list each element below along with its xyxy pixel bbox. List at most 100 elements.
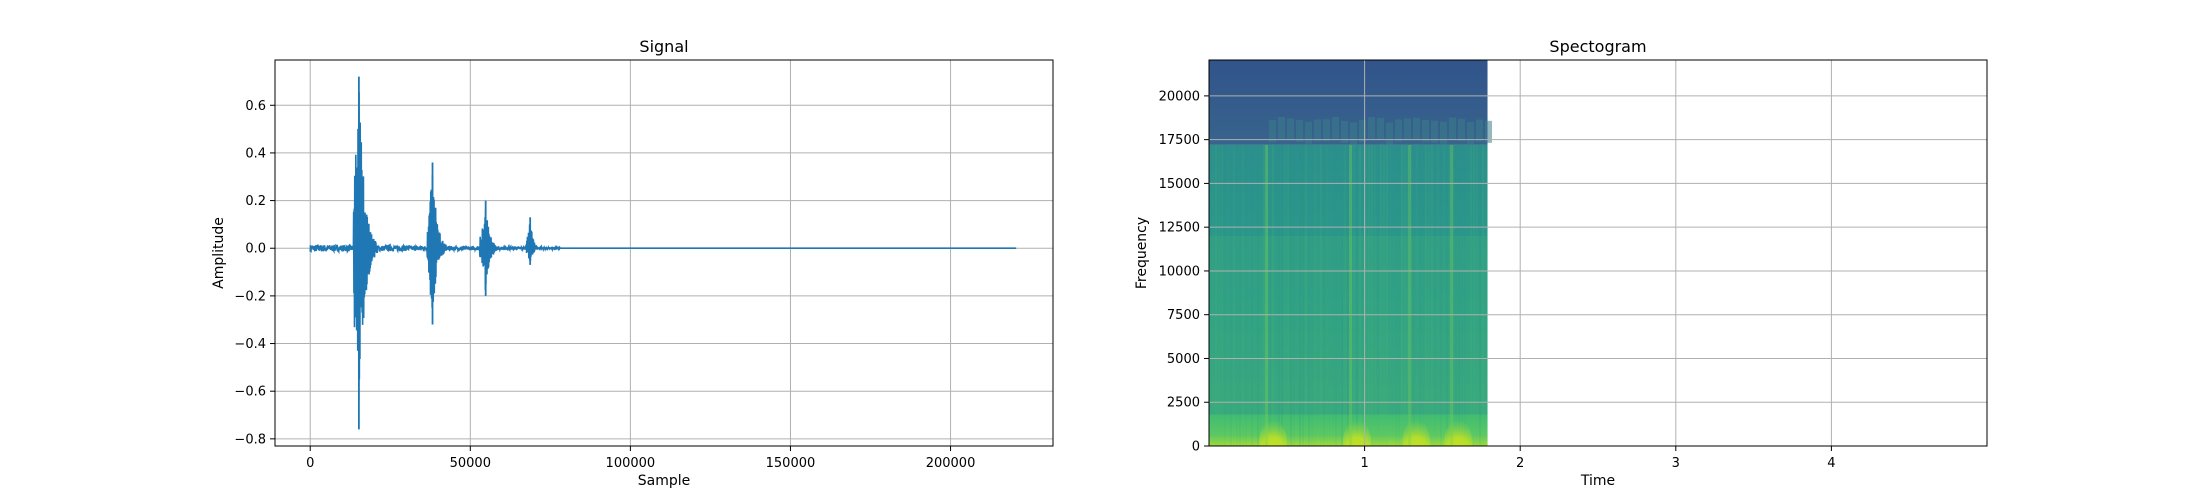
signal-x-ticks: 0 50000 100000 150000 200000 [306, 446, 975, 471]
spectrogram-texture-column [1287, 144, 1289, 446]
spectrogram-texture-column [1434, 145, 1436, 446]
spectrogram-texture-column [1218, 144, 1220, 446]
signal-plot-background [275, 60, 1053, 446]
spectrogram-y-tick-label: 2500 [1167, 396, 1200, 411]
spectrogram-x-tick-label: 3 [1672, 456, 1680, 471]
spectrogram-texture-column [1347, 144, 1349, 446]
spectrogram-axes-frame [1208, 59, 1988, 447]
spectrogram-onset-column [1265, 144, 1269, 446]
spectrogram-texture-column [1326, 144, 1328, 446]
spectrogram-x-tick-label: 2 [1516, 456, 1524, 471]
spectrogram-texture-column [1449, 144, 1451, 446]
spectrogram-texture-column [1227, 145, 1229, 446]
spectrogram-cutoff-texture [1485, 120, 1492, 143]
spectrogram-texture-column [1338, 145, 1340, 446]
spectrogram-x-tick-label: 4 [1827, 456, 1835, 471]
signal-y-axis-label: Amplitude [211, 217, 227, 289]
spectrogram-onset-spot [1343, 420, 1372, 446]
spectrogram-texture-column [1233, 144, 1235, 446]
spectrogram-texture-column [1380, 144, 1382, 446]
spectrogram-texture-column [1302, 144, 1304, 446]
spectrogram-texture-column [1263, 144, 1265, 446]
spectrogram-texture-column [1458, 144, 1460, 446]
spectrogram-texture-column [1260, 145, 1262, 446]
spectrogram-texture-column [1374, 144, 1376, 446]
spectrogram-cutoff-texture [1440, 121, 1447, 144]
signal-y-tick-label: 0.6 [245, 99, 266, 114]
spectrogram-texture-column [1350, 144, 1352, 446]
spectrogram-image [1209, 60, 1492, 446]
spectrogram-texture-column [1416, 144, 1418, 446]
spectrogram-cutoff-texture [1377, 117, 1384, 140]
spectrogram-texture-column [1269, 144, 1271, 446]
spectrogram-texture-column [1311, 144, 1313, 446]
spectrogram-cutoff-texture [1296, 120, 1303, 143]
signal-x-tick-label: 100000 [606, 456, 656, 471]
spectrogram-texture-column [1335, 144, 1337, 446]
spectrogram-cutoff-texture [1323, 119, 1330, 142]
spectrogram-texture-column [1254, 145, 1256, 446]
spectrogram-cutoff-texture [1467, 122, 1474, 145]
signal-x-axis-label: Sample [638, 473, 691, 489]
spectrogram-y-ticks: 0 2500 5000 7500 10000 12500 15000 17500 20000 [1159, 89, 1209, 455]
spectrogram-texture-column [1317, 145, 1319, 446]
spectrogram-texture-column [1314, 144, 1316, 446]
signal-y-tick-label: 0.2 [245, 194, 266, 209]
spectrogram-texture-column [1464, 144, 1466, 446]
spectrogram-texture-column [1248, 145, 1250, 446]
signal-y-tick-label: −0.6 [234, 385, 266, 400]
signal-x-tick-label: 200000 [926, 456, 976, 471]
spectrogram-y-tick-label: 20000 [1159, 89, 1200, 104]
spectrogram-onset-column [1349, 144, 1353, 446]
signal-axes-frame [274, 59, 1054, 447]
spectrogram-texture-column [1272, 144, 1274, 446]
spectrogram-texture-column [1245, 144, 1247, 446]
spectrogram-texture-column [1404, 144, 1406, 446]
spectrogram-texture-column [1353, 144, 1355, 446]
signal-line-layer [309, 76, 1017, 430]
spectrogram-texture-column [1455, 144, 1457, 446]
spectrogram-cutoff-texture [1404, 118, 1411, 141]
spectrogram-cutoff-texture [1476, 119, 1483, 142]
spectrogram-texture-column [1239, 144, 1241, 446]
signal-x-tick-label: 50000 [450, 456, 491, 471]
spectrogram-texture-column [1290, 144, 1292, 446]
signal-y-tick-label: −0.4 [234, 337, 266, 352]
spectrogram-x-ticks: 1 2 3 4 [1360, 446, 1836, 471]
signal-y-ticks: −0.8 −0.6 −0.4 −0.2 0.0 0.2 0.4 0.6 [234, 99, 275, 447]
spectrogram-texture-column [1281, 144, 1283, 446]
spectrogram-y-tick-label: 10000 [1159, 264, 1200, 279]
spectrogram-texture-column [1479, 144, 1481, 446]
spectrogram-texture-column [1368, 144, 1370, 446]
spectrogram-texture-column [1299, 144, 1301, 446]
spectrogram-texture-column [1257, 144, 1259, 446]
spectrogram-y-tick-label: 15000 [1159, 177, 1200, 192]
spectrogram-texture-column [1323, 144, 1325, 446]
spectrogram-texture-column [1377, 145, 1379, 446]
spectrogram-texture-column [1386, 144, 1388, 446]
spectrogram-onset-spot [1444, 420, 1473, 446]
spectrogram-y-tick-label: 0 [1192, 440, 1200, 455]
spectrogram-texture-column [1470, 144, 1472, 446]
spectrogram-cutoff-texture [1332, 116, 1339, 139]
spectrogram-texture-column [1467, 145, 1469, 446]
spectrogram-texture-column [1425, 144, 1427, 446]
spectrogram-cutoff-texture [1278, 116, 1285, 139]
spectrogram-x-tick-label: 1 [1360, 456, 1368, 471]
spectrogram-onset-column [1408, 144, 1412, 446]
spectrogram-y-axis-label: Frequency [1134, 217, 1150, 289]
spectrogram-texture-column [1266, 144, 1268, 446]
spectrogram-texture-column [1329, 145, 1331, 446]
spectrogram-texture-column [1482, 144, 1484, 446]
spectrogram-texture-column [1395, 144, 1397, 446]
spectrogram-texture-column [1320, 144, 1322, 446]
signal-x-tick-label: 150000 [766, 456, 816, 471]
spectrogram-texture-column [1356, 144, 1358, 446]
spectrogram-onset-spot [1402, 420, 1431, 446]
spectrogram-chart: 1 2 3 4 0 2500 5000 7500 10000 12500 15000 17500 20… [1134, 37, 1988, 489]
spectrogram-texture-column [1305, 144, 1307, 446]
spectrogram-texture-column [1332, 145, 1334, 446]
spectrogram-texture-column [1275, 145, 1277, 446]
spectrogram-texture-column [1212, 144, 1214, 446]
spectrogram-cutoff-texture [1314, 119, 1321, 142]
